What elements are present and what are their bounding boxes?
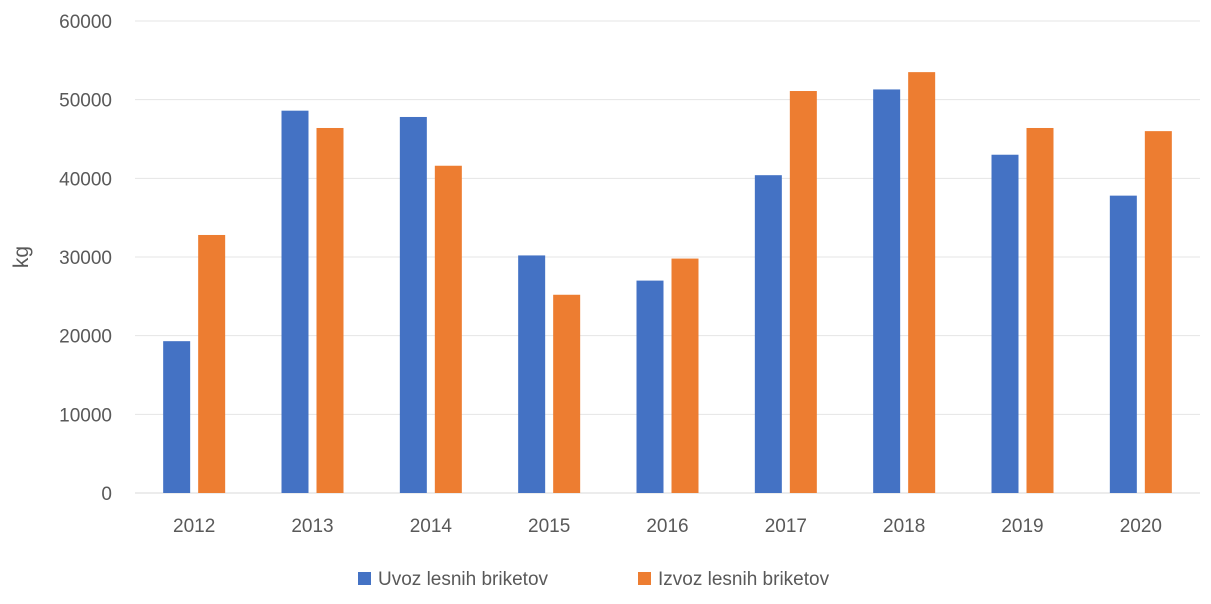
y-tick-label: 30000 (59, 248, 112, 269)
x-tick-label: 2012 (173, 516, 215, 537)
x-tick-label: 2016 (646, 516, 688, 537)
bar-izvoz (434, 165, 462, 493)
legend-swatch-izvoz (638, 572, 651, 585)
bar-izvoz (671, 258, 699, 493)
legend: Uvoz lesnih briketov Izvoz lesnih briketo… (358, 569, 830, 590)
x-tick-label: 2013 (291, 516, 333, 537)
x-tick-label: 2014 (410, 516, 453, 537)
y-tick-label: 60000 (59, 12, 112, 33)
bar-izvoz (553, 294, 581, 493)
x-tick-label: 2015 (528, 516, 570, 537)
legend-label-uvoz: Uvoz lesnih briketov (378, 569, 549, 590)
bar-izvoz (789, 91, 817, 493)
y-tick-label: 10000 (59, 405, 112, 426)
bar-uvoz (281, 110, 309, 494)
x-tick-label: 2017 (765, 516, 807, 537)
bar-uvoz (163, 341, 191, 493)
bar-uvoz (873, 89, 901, 493)
y-axis-ticks: 0 10000 20000 30000 40000 50000 60000 (59, 12, 112, 505)
bars (163, 72, 1172, 494)
x-axis-ticks: 2012 2013 2014 2015 2016 2017 2018 2019 2020 (173, 516, 1162, 537)
y-tick-label: 40000 (59, 169, 112, 190)
x-tick-label: 2018 (883, 516, 925, 537)
bar-uvoz (1109, 195, 1137, 493)
x-tick-label: 2020 (1120, 516, 1162, 537)
gridlines (135, 20, 1200, 494)
bar-izvoz (1026, 127, 1054, 493)
legend-label-izvoz: Izvoz lesnih briketov (658, 569, 830, 590)
x-tick-label: 2019 (1001, 516, 1043, 537)
bar-izvoz (1144, 131, 1172, 493)
bar-uvoz (636, 280, 664, 493)
bar-uvoz (518, 255, 546, 493)
bar-izvoz (908, 72, 936, 493)
y-axis-title: kg (10, 246, 33, 268)
bar-uvoz (991, 154, 1019, 493)
y-tick-label: 50000 (59, 91, 112, 112)
legend-swatch-uvoz (358, 572, 371, 585)
bar-izvoz (198, 234, 226, 493)
bar-uvoz (754, 175, 782, 494)
bar-uvoz (399, 116, 427, 494)
y-tick-label: 0 (101, 484, 112, 505)
bar-izvoz (316, 127, 344, 493)
y-tick-label: 20000 (59, 327, 112, 348)
